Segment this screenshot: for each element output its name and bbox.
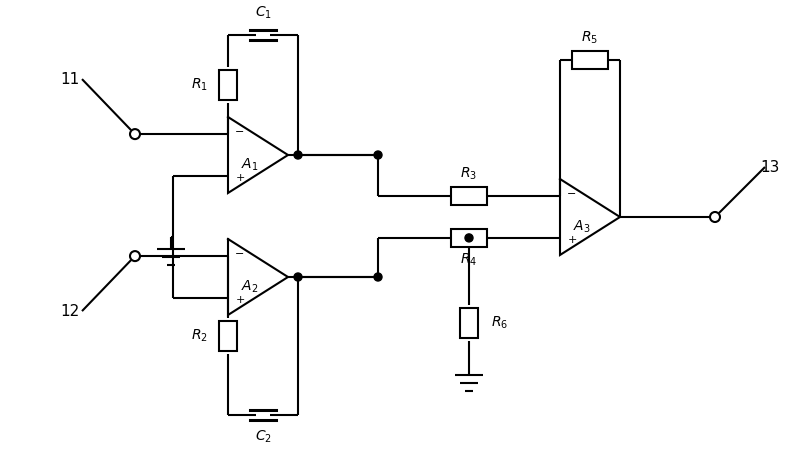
Text: −: − <box>567 189 577 199</box>
Text: $R_5$: $R_5$ <box>582 30 598 46</box>
Text: +: + <box>235 295 245 305</box>
Circle shape <box>294 273 302 281</box>
Bar <box>219 70 237 100</box>
Text: $C_2$: $C_2$ <box>254 429 271 445</box>
Circle shape <box>130 251 140 261</box>
Text: $A_2$: $A_2$ <box>242 279 258 295</box>
Circle shape <box>130 129 140 139</box>
Text: $R_3$: $R_3$ <box>461 166 478 182</box>
Circle shape <box>374 273 382 281</box>
Text: $R_4$: $R_4$ <box>460 252 478 268</box>
Text: $R_1$: $R_1$ <box>191 76 208 93</box>
Circle shape <box>294 151 302 159</box>
Circle shape <box>465 234 473 242</box>
Text: +: + <box>235 173 245 183</box>
Bar <box>451 229 487 247</box>
Text: $C_1$: $C_1$ <box>254 5 271 21</box>
Circle shape <box>710 212 720 222</box>
Text: 11: 11 <box>60 71 80 86</box>
Bar <box>219 321 237 350</box>
Bar <box>451 187 487 205</box>
Text: −: − <box>235 249 245 259</box>
Text: $R_2$: $R_2$ <box>191 327 208 344</box>
Bar <box>460 308 478 338</box>
Text: $A_1$: $A_1$ <box>242 157 258 173</box>
Text: 13: 13 <box>760 160 780 175</box>
Text: +: + <box>567 235 577 245</box>
Text: 12: 12 <box>60 303 80 318</box>
Bar <box>572 51 608 69</box>
Circle shape <box>374 151 382 159</box>
Text: $A_3$: $A_3$ <box>573 219 591 235</box>
Text: −: − <box>235 127 245 137</box>
Text: $R_6$: $R_6$ <box>491 315 508 331</box>
